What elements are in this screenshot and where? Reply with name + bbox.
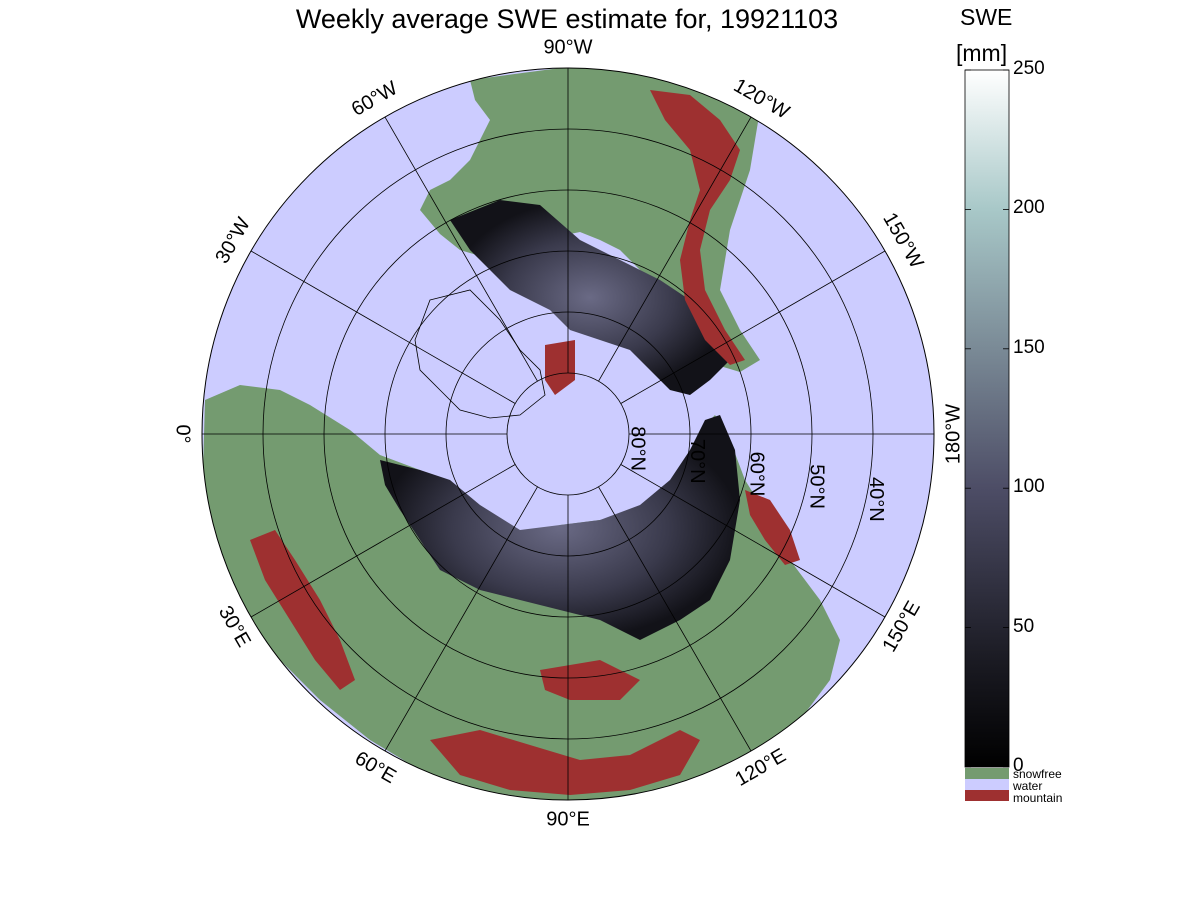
map-title: Weekly average SWE estimate for, 1992110…	[295, 4, 839, 34]
legend-swatch-snowfree	[965, 768, 1009, 779]
meridian--120	[598, 116, 752, 382]
colorbar-tick-label: 200	[1013, 197, 1045, 219]
latitude-label-4: 40°N	[865, 477, 887, 522]
legend-swatch-mountain	[965, 790, 1009, 801]
colorbar	[964, 69, 1010, 768]
colorbar-label-line2: [mm]	[956, 40, 1008, 66]
colorbar-ticks	[965, 69, 1009, 768]
map-border	[201, 67, 935, 801]
mountain-central-asia	[430, 730, 700, 795]
longitude-label-6: 90°E	[546, 808, 590, 830]
mountain-eastern-siberia	[745, 490, 800, 565]
colorbar-label-line1: SWE	[960, 4, 1013, 30]
legend-label-mountain: mountain	[1013, 791, 1063, 805]
latitude-labels: 80°N 70°N 60°N 50°N 40°N	[626, 426, 887, 521]
map-disk	[202, 68, 934, 800]
mountain-europe	[250, 530, 355, 690]
meridian-150	[620, 464, 886, 618]
meridian-60	[384, 486, 538, 752]
meridian--60	[384, 116, 538, 382]
greenland-outline	[414, 289, 546, 419]
meridian--150	[620, 250, 886, 404]
colorbar-tick-label: 100	[1013, 476, 1045, 498]
colorbar-tick-label: 150	[1013, 336, 1045, 358]
colorbar-tick-label: 0	[1013, 755, 1024, 776]
meridian--30	[250, 250, 516, 404]
latitude-label-3: 50°N	[805, 464, 827, 509]
meridian-30	[250, 464, 516, 618]
latitude-label-0: 80°N	[626, 426, 648, 471]
longitude-label-9: 0°	[172, 424, 194, 443]
snow-cover-north-america	[450, 200, 730, 395]
colorbar-tick-label: 50	[1013, 615, 1035, 637]
legend-swatch-water	[965, 779, 1009, 790]
meridian-120	[598, 486, 752, 752]
latitude-label-1: 70°N	[686, 439, 708, 484]
legend-label-water: water	[1013, 779, 1043, 793]
graticule	[202, 68, 934, 800]
latitude-label-2: 60°N	[746, 452, 768, 497]
longitude-label-0: 90°W	[543, 36, 592, 58]
mountain-mongolia	[540, 660, 640, 700]
legend-label-snowfree: snowfree	[1013, 767, 1062, 781]
mountain-greenland-coast	[545, 340, 575, 395]
snow-cover-eurasia	[380, 415, 740, 640]
colorbar-tick-label: 250	[1013, 58, 1045, 79]
longitude-label-3: 180°W	[942, 404, 964, 464]
